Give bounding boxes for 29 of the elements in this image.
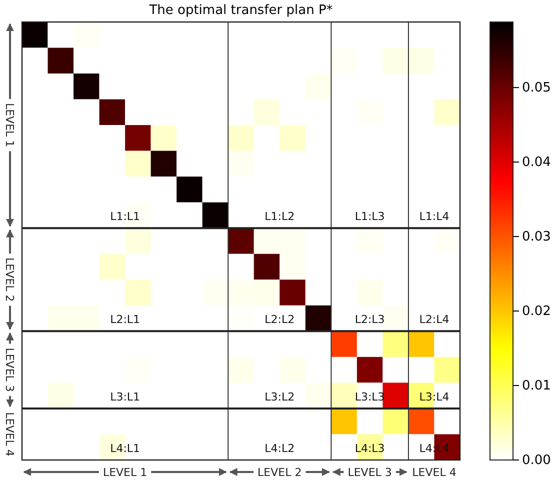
color-bar-label: 0.00 bbox=[522, 453, 551, 468]
annotation: L1:L3 bbox=[354, 210, 385, 224]
annotation: L2:L3 bbox=[354, 313, 385, 326]
annotation: L1:L2 bbox=[264, 210, 295, 224]
annotation: L2:L2 bbox=[264, 313, 295, 326]
chart-title: The optimal transfer plan P* bbox=[148, 3, 334, 18]
annotation: L2:L1 bbox=[110, 313, 140, 326]
color-bar-label: 0.04 bbox=[522, 155, 551, 170]
color-bar-label: 0.02 bbox=[522, 304, 551, 320]
annotation: L3:L4 bbox=[419, 390, 450, 404]
annotation: L4:L1 bbox=[110, 442, 140, 455]
annotation: L1:L1 bbox=[110, 210, 140, 224]
text: LEVEL 3 bbox=[3, 348, 16, 392]
text: LEVEL 2 bbox=[3, 258, 16, 302]
color-bar-label: 0.05 bbox=[522, 80, 551, 96]
text: LEVEL 1 bbox=[102, 466, 148, 479]
text: LEVEL 1 bbox=[3, 102, 16, 148]
color-bar-label: 0.01 bbox=[522, 378, 551, 394]
text: LEVEL 4 bbox=[3, 412, 16, 456]
color-bar-label: 0.03 bbox=[522, 230, 551, 245]
annotation: L1:L4 bbox=[419, 210, 450, 224]
text: LEVEL 3 bbox=[348, 466, 392, 479]
annotation: L4:L3 bbox=[354, 442, 385, 455]
annotation: L4:L2 bbox=[264, 442, 295, 455]
annotation: L3:L1 bbox=[110, 390, 140, 404]
annotation: L2:L4 bbox=[419, 313, 450, 326]
text: LEVEL 4 bbox=[412, 466, 456, 479]
text: LEVEL 2 bbox=[258, 466, 302, 479]
annotation: L3:L2 bbox=[264, 390, 295, 404]
